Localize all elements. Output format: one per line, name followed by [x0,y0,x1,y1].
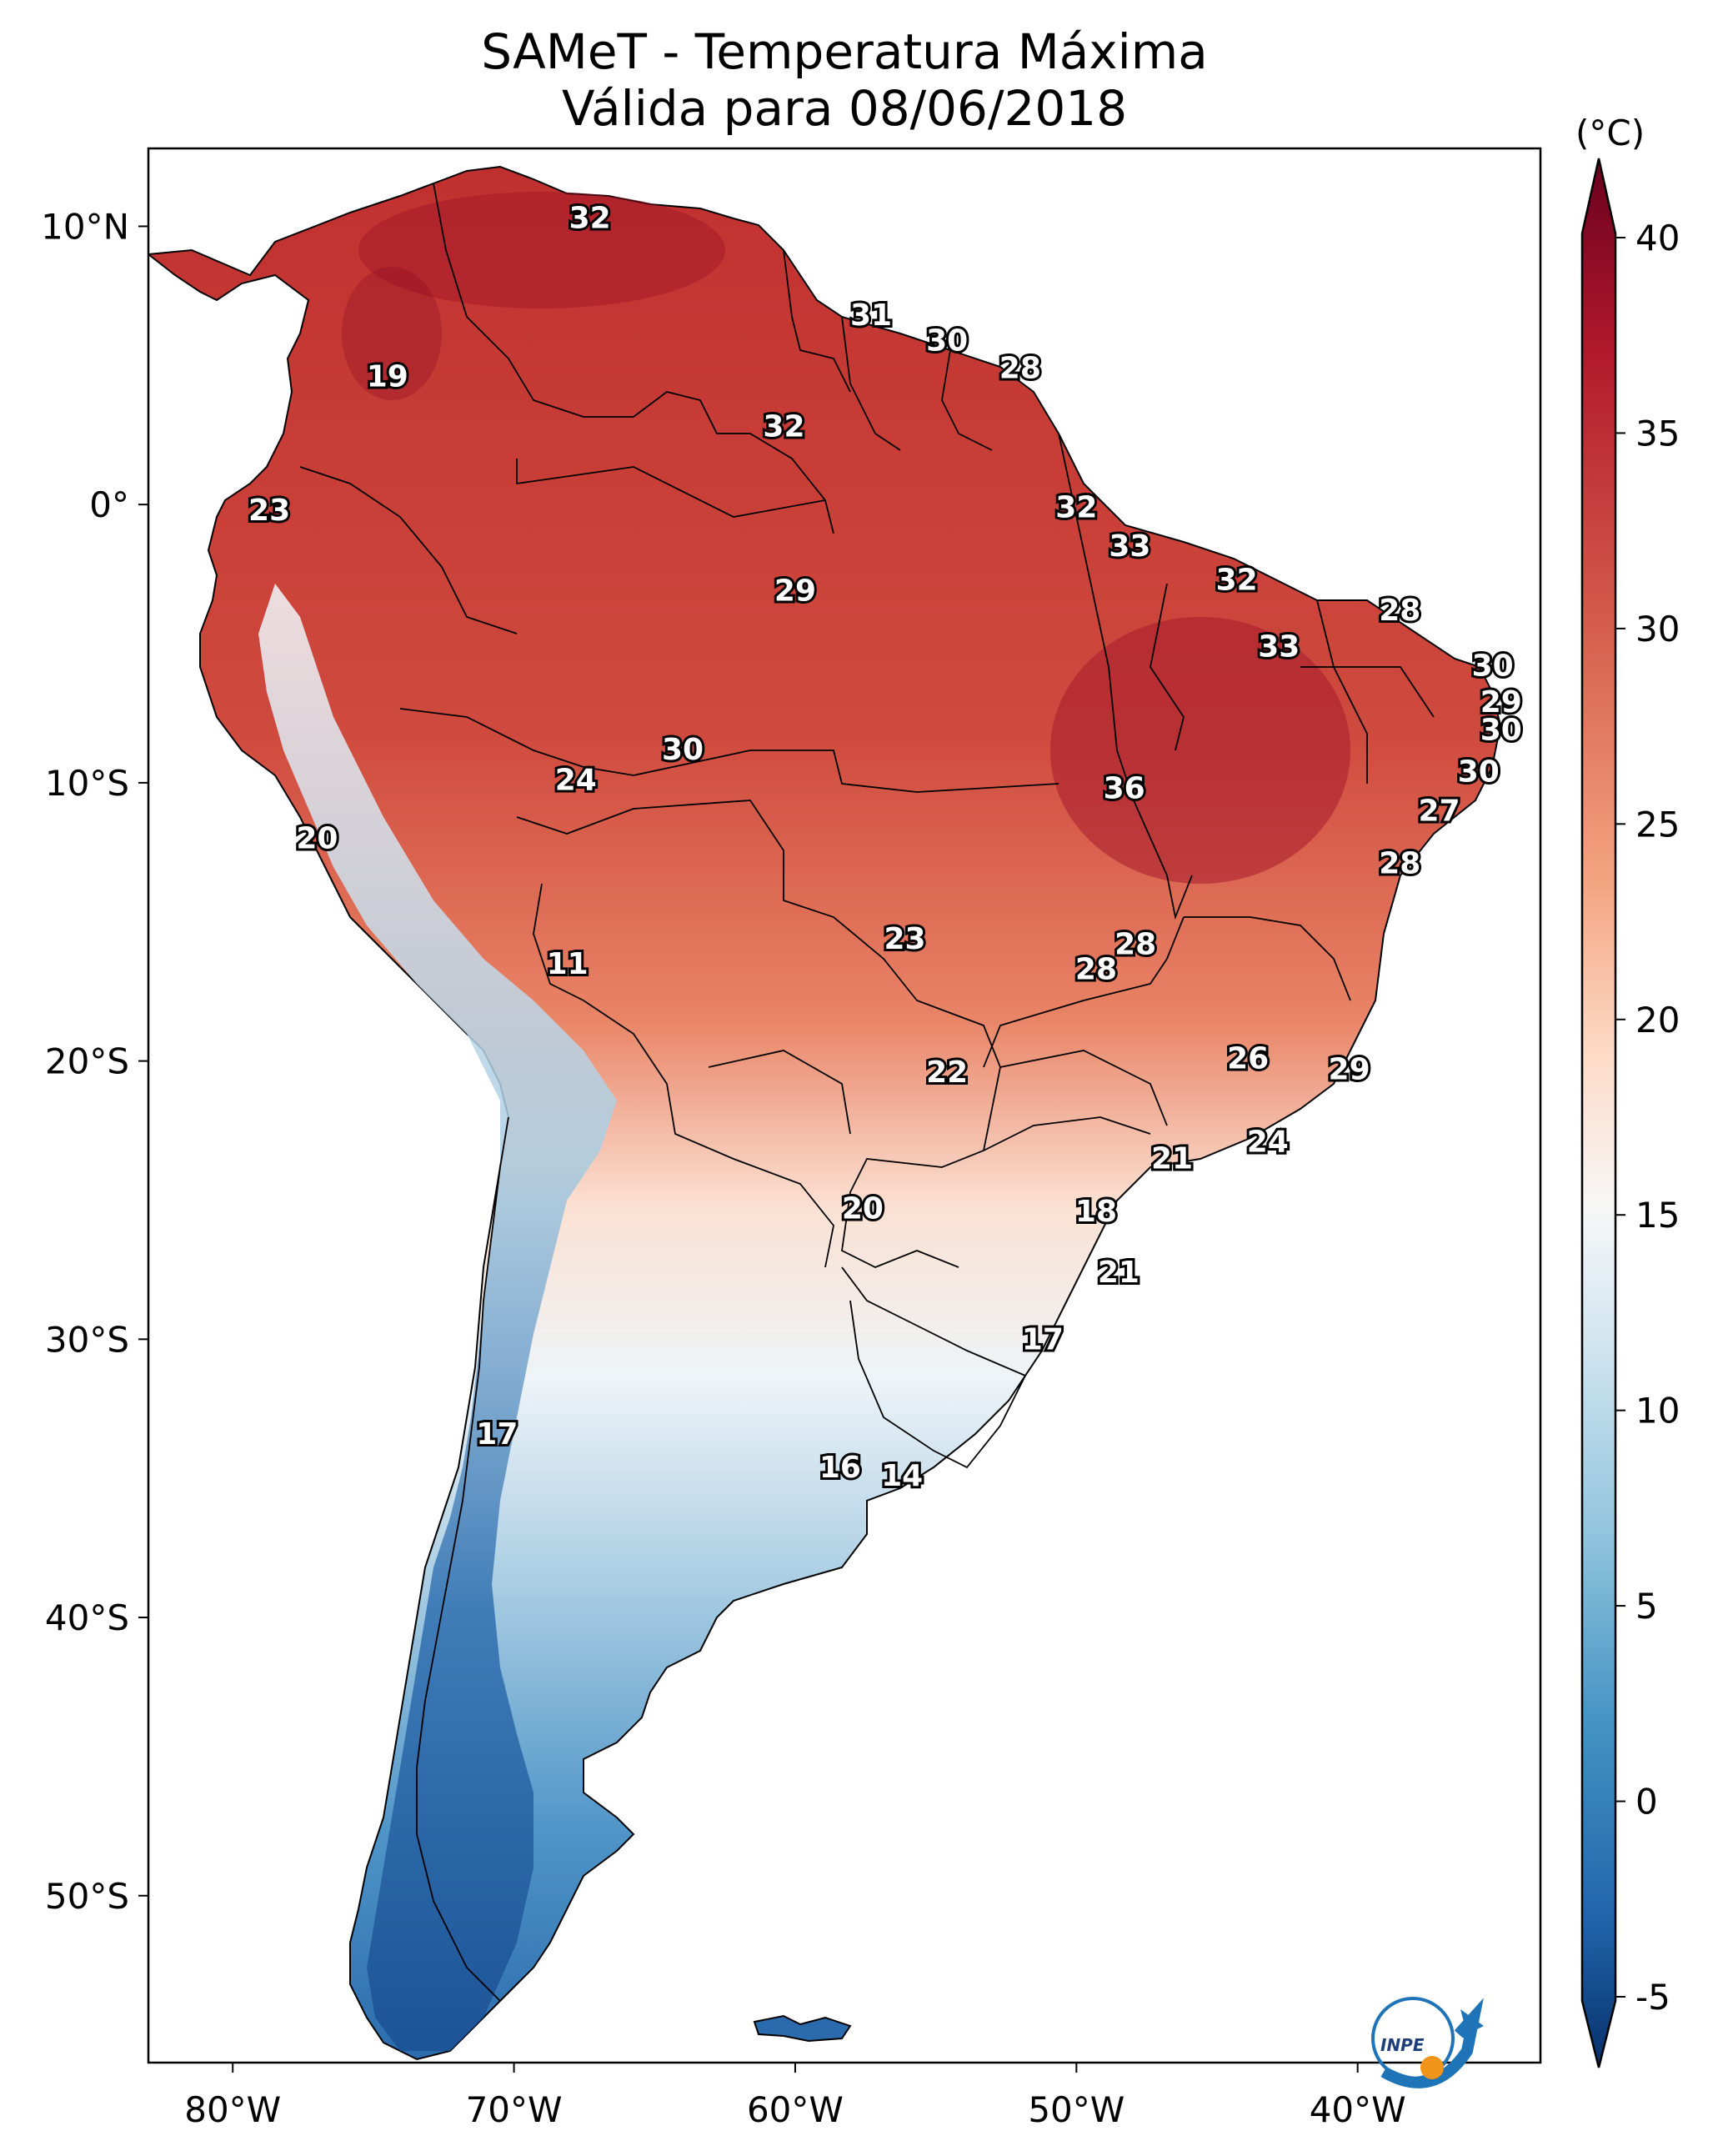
station-label: 28 [1379,594,1420,628]
colorbar-tick-label: 25 [1635,804,1680,845]
lat-tick-label: 20°S [45,1041,129,1082]
station-label: 30 [1480,713,1522,747]
station-label: 11 [547,947,589,981]
lon-tick-label: 40°W [1310,2089,1406,2130]
station-label: 29 [774,574,816,609]
hot-core-northeast [1050,617,1350,884]
station-label: 32 [763,410,804,444]
colorbar-body [1580,158,1617,2068]
station-label: 16 [819,1451,861,1485]
lat-tick-label: 50°S [45,1876,129,1917]
station-label: 21 [1098,1256,1139,1290]
lat-tick-label: 30°S [45,1319,129,1360]
station-label: 21 [1151,1141,1193,1176]
station-label: 14 [881,1459,923,1493]
station-label: 20 [842,1191,884,1226]
station-label: 29 [1480,685,1522,720]
station-label: 28 [1075,952,1117,986]
station-label: 27 [1418,794,1460,828]
station-label: 30 [926,323,968,358]
station-label: 20 [296,822,338,856]
longitude-ticks: 80°W 70°W 60°W 50°W 40°W [184,2063,1406,2130]
lon-tick-label: 80°W [184,2089,281,2130]
country-borders [299,183,1435,2002]
lon-tick-label: 70°W [466,2089,563,2130]
colorbar-tick-label: -5 [1635,1977,1670,2018]
station-label: 24 [1247,1125,1289,1159]
station-label: 30 [662,733,704,767]
station-label: 19 [367,360,408,394]
colorbar-tick-label: 15 [1635,1195,1680,1236]
station-label: 17 [1022,1322,1064,1356]
station-label: 32 [1055,491,1097,525]
colorbar-tick-label: 10 [1635,1391,1680,1431]
station-label: 33 [1258,629,1300,664]
map-title-line1: SAMeT - Temperatura Máxima [481,23,1208,80]
logo-dot [1420,2056,1444,2079]
colorbar-tick-label: 20 [1635,1000,1680,1040]
station-label: 24 [555,764,597,798]
colorbar: (°C) 40 35 30 25 20 15 10 5 0 -5 [1575,113,1680,2068]
station-label: 33 [1109,529,1150,564]
andes-cold-band [258,584,617,2051]
station-label: 23 [884,922,925,956]
inpe-logo: INPE [1371,1997,1484,2088]
colorbar-tick-label: 30 [1635,609,1680,649]
station-label: 29 [1329,1053,1370,1087]
station-label: 26 [1227,1041,1269,1075]
logo-text: INPE [1380,2035,1425,2055]
station-label: 30 [1472,649,1514,684]
lon-tick-label: 50°W [1028,2089,1124,2130]
falkland-islands [753,2014,852,2043]
station-label: 30 [1458,755,1500,790]
station-label: 18 [1075,1195,1117,1229]
station-label: 28 [1379,847,1420,881]
continent-layer [148,165,1502,2061]
latitude-ticks: 10°N 0° 10°S 20°S 30°S 40°S 50°S [41,206,148,1917]
lon-tick-label: 60°W [747,2089,844,2130]
lat-tick-label: 10°N [41,206,129,247]
logo-arrow-head [1460,2009,1484,2034]
station-label: 28 [999,352,1041,386]
colorbar-tick-label: 40 [1635,218,1680,258]
south-america-land [148,165,1502,2061]
colorbar-tick-label: 5 [1635,1586,1658,1627]
hot-core-colombia [342,267,442,400]
logo-swoosh [1380,1998,1484,2088]
station-label: 32 [569,201,611,235]
hot-core-venezuela [358,192,725,308]
lat-tick-label: 10°S [45,763,129,804]
station-label: 23 [248,494,290,528]
colorbar-unit: (°C) [1575,113,1645,153]
lat-tick-label: 40°S [45,1597,129,1638]
station-label: 36 [1104,772,1145,806]
colorbar-tick-label: 35 [1635,413,1680,454]
station-label: 31 [850,298,892,333]
station-label: 28 [1114,927,1156,961]
station-label: 17 [476,1417,518,1452]
colorbar-tick-label: 0 [1635,1782,1658,1823]
station-label: 22 [926,1055,968,1090]
lat-tick-label: 0° [89,484,129,525]
map-title-line2: Válida para 08/06/2018 [561,80,1128,137]
map-frame [147,147,1542,2064]
station-label: 32 [1216,563,1258,597]
colorbar-ticks: 40 35 30 25 20 15 10 5 0 -5 [1615,218,1680,2018]
